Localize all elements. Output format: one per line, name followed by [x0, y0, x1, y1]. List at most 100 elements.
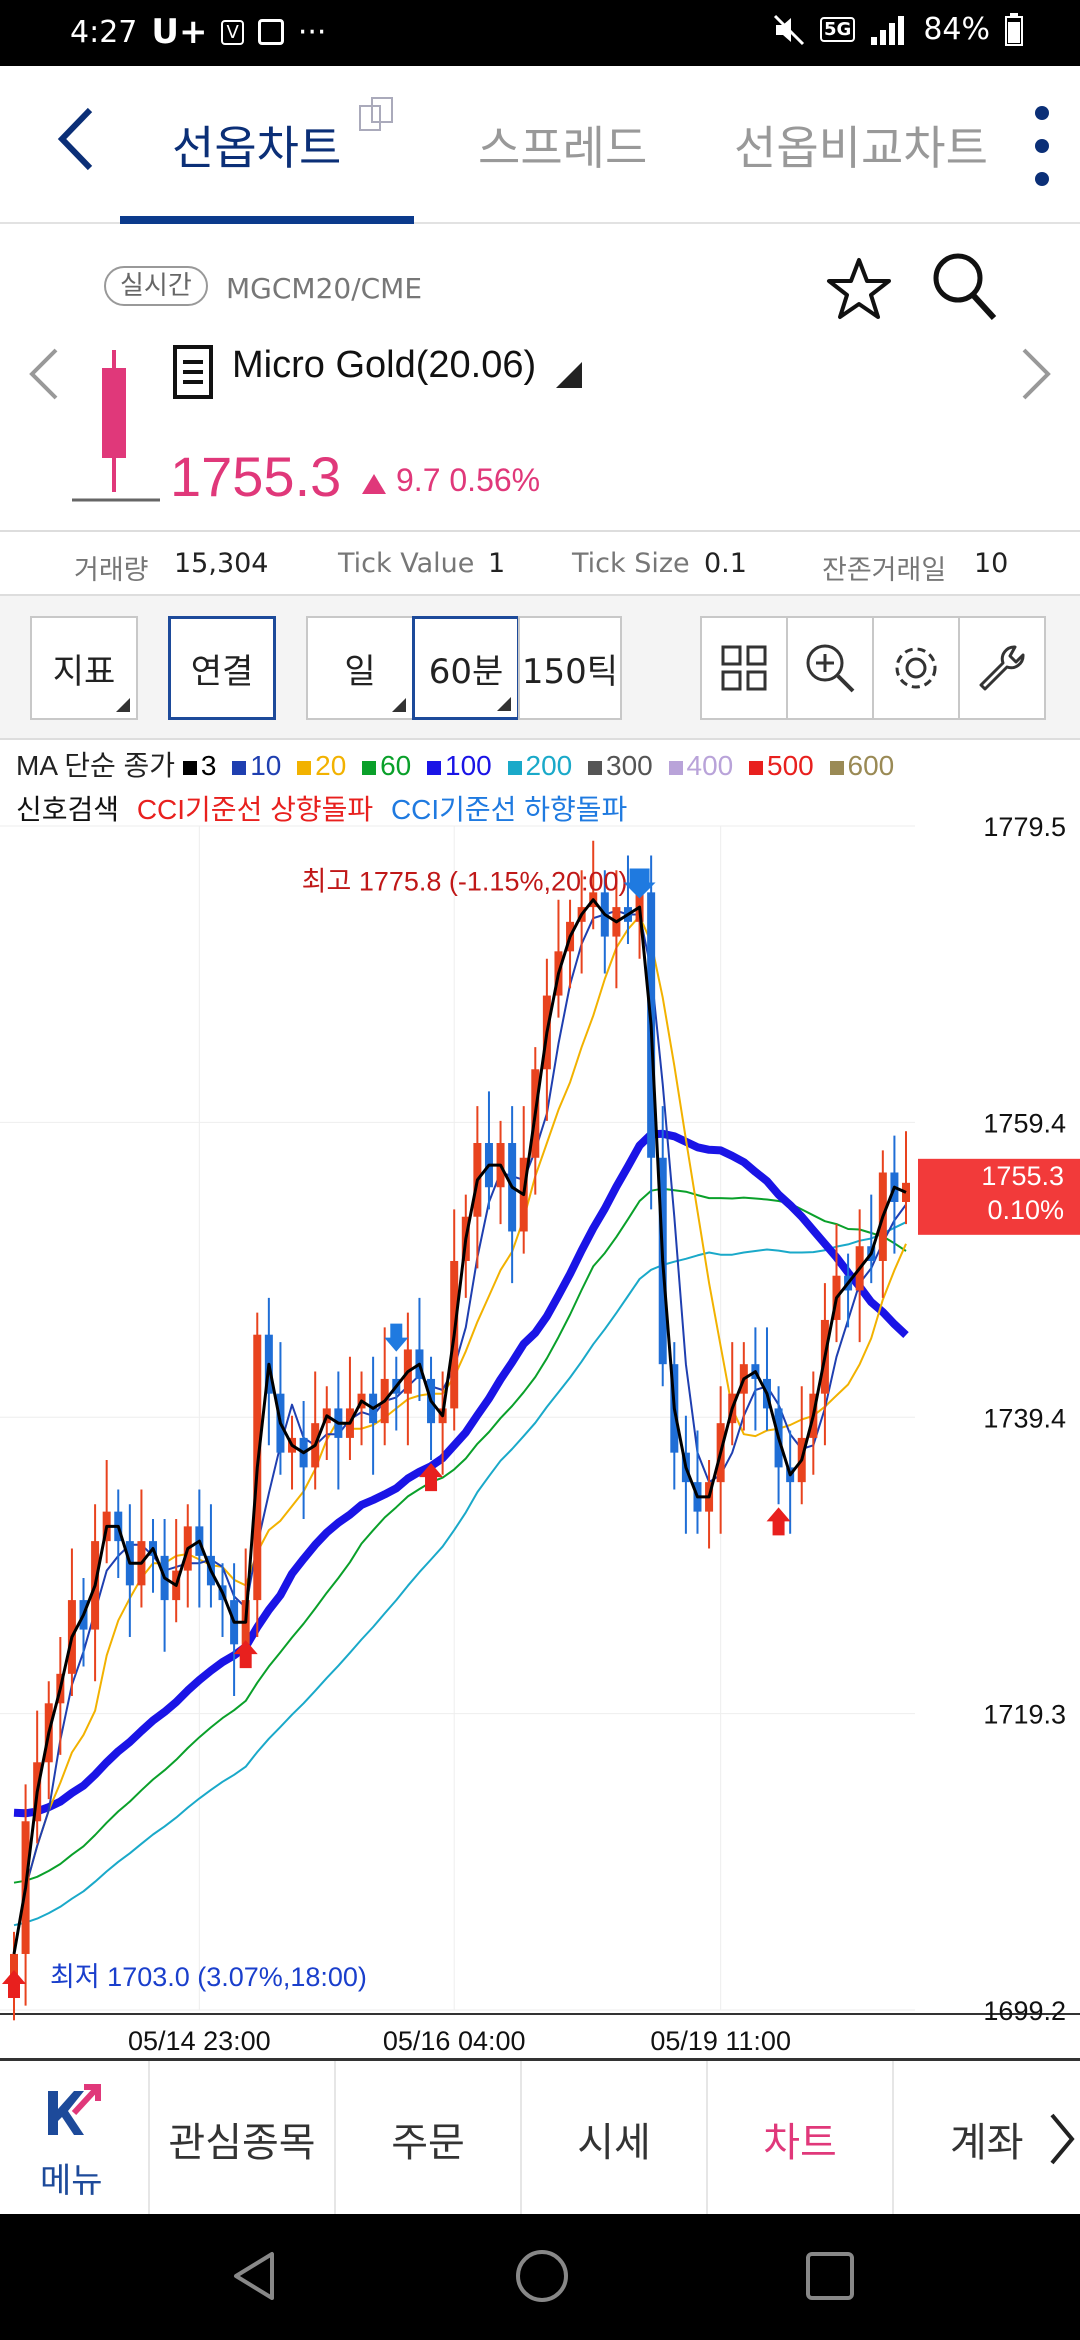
period-60min-button[interactable]: 60분: [412, 616, 520, 720]
ma-60-line: [13, 1187, 907, 1884]
signal-down-label: CCI기준선 하향돌파: [390, 794, 628, 825]
search-icon[interactable]: [930, 250, 998, 322]
ma-100-line: [13, 1129, 909, 1818]
ma-legend-label: 60: [380, 750, 412, 781]
signal-icon: [871, 15, 905, 45]
period-60min-label: 60분: [428, 651, 504, 692]
ma-legend-label: 10: [250, 750, 282, 781]
remaining-days-label: 잔존거래일: [822, 555, 947, 586]
system-home-icon[interactable]: [512, 2246, 572, 2306]
ma-3-line: [12, 898, 907, 1955]
change-percent: 0.56%: [449, 462, 541, 498]
ma-color-swatch: [297, 761, 312, 775]
ma-legend-item: 300: [580, 750, 653, 781]
y-tick-label: 1699.2: [983, 1996, 1066, 2026]
ma-legend-item: 3: [182, 750, 217, 781]
more-options-icon[interactable]: [1032, 106, 1052, 186]
tab-compare-chart[interactable]: 선옵비교차트: [734, 121, 988, 175]
mute-icon: [773, 14, 805, 45]
more-notifications: ···: [297, 14, 327, 50]
ma-color-swatch: [588, 761, 603, 775]
buy-signal-arrow-icon: [2, 1969, 26, 1998]
y-tick-label: 1719.3: [983, 1700, 1066, 1730]
ma-legend-item: 60: [354, 750, 411, 781]
candle-body: [10, 1953, 18, 1984]
ma-color-swatch: [668, 761, 683, 775]
nav-chart[interactable]: 차트: [708, 2061, 894, 2217]
product-name[interactable]: Micro Gold(20.06): [232, 344, 537, 386]
layout-grid-button[interactable]: [700, 616, 788, 720]
ma-legend-label: 500: [767, 750, 814, 781]
volume-value: 15,304: [174, 548, 269, 579]
nav-order[interactable]: 주문: [336, 2061, 522, 2217]
chart-toolbar: 지표 연결 일 60분 150틱: [0, 596, 1080, 740]
ma-legend-item: 200: [500, 750, 572, 781]
gear-icon: [895, 647, 937, 689]
info-row: 거래량 15,304 Tick Value 1 Tick Size 0.1 잔존…: [0, 530, 1080, 596]
zoom-in-icon: [806, 644, 855, 693]
price-chart[interactable]: 1779.5 1759.4 1739.4 1719.3 1699.2 05/14 23:0…: [0, 800, 1080, 2058]
indicator-button[interactable]: 지표: [30, 616, 138, 720]
menu-label: 메뉴: [40, 2161, 103, 2201]
link-button-label: 연결: [190, 651, 254, 692]
tools-button[interactable]: [958, 616, 1046, 720]
settings-button[interactable]: [872, 616, 960, 720]
ma-color-swatch: [362, 761, 377, 775]
product-dropdown-caret-icon[interactable]: [556, 362, 582, 388]
tab-futures-chart[interactable]: 선옵차트: [172, 121, 342, 175]
product-symbol: MGCM20/CME: [226, 272, 423, 305]
nav-watchlist[interactable]: 관심종목: [150, 2061, 336, 2217]
last-price-percent: 0.10%: [987, 1195, 1064, 1225]
ma-legend-item: 600: [822, 750, 894, 781]
ma-color-swatch: [427, 761, 442, 775]
ma-color-swatch: [507, 761, 522, 775]
menu-button[interactable]: 메뉴: [0, 2061, 150, 2217]
candle-body: [902, 1182, 910, 1202]
carrier-label: U+: [151, 12, 208, 52]
signal-up-label: CCI기준선 상향돌파: [136, 794, 374, 825]
last-price-tag: [918, 1158, 1080, 1235]
ma-legend-label: 20: [315, 750, 347, 781]
y-tick-label: 1759.4: [983, 1108, 1066, 1138]
k-logo-icon: [48, 2084, 101, 2135]
x-tick-label: 05/19 11:00: [650, 2026, 791, 2056]
volte-icon: V: [221, 19, 244, 45]
ma-color-swatch: [749, 761, 764, 775]
nav-quotes[interactable]: 시세: [522, 2061, 708, 2217]
next-product-icon[interactable]: [1020, 346, 1054, 402]
nav-account[interactable]: 계좌: [950, 2120, 1024, 2166]
link-button[interactable]: 연결: [168, 616, 276, 720]
bottom-nav: 메뉴 관심종목 주문 시세 차트 계좌: [0, 2058, 1080, 2217]
nav-scroll-right-icon[interactable]: [1046, 2111, 1076, 2167]
ma-color-swatch: [232, 761, 247, 775]
period-150tick-button[interactable]: 150틱: [518, 616, 622, 720]
current-price: 1755.3: [170, 445, 342, 508]
ma-legend-label: 400: [686, 750, 734, 781]
ma-legend-label: 100: [445, 750, 492, 781]
period-day-button[interactable]: 일: [306, 616, 414, 720]
ma-color-swatch: [182, 761, 197, 775]
realtime-badge: 실시간: [104, 266, 208, 306]
ma-legend: MA 단순 종가 3 10 20 60 100 200 300 400 500 …: [16, 744, 902, 784]
status-bar: 4:27 U+ V ··· 5G 84%: [0, 0, 1080, 66]
tab-spread[interactable]: 스프레드: [478, 121, 648, 175]
top-tab-bar: 선옵차트 스프레드 선옵비교차트: [0, 66, 1080, 224]
daily-candle-icon: [72, 350, 160, 502]
ma-legend-label: 3: [200, 750, 217, 781]
wrench-icon: [979, 645, 1025, 691]
popout-window-icon[interactable]: [358, 96, 396, 132]
system-back-icon[interactable]: [228, 2248, 284, 2304]
product-list-icon[interactable]: [172, 344, 214, 400]
favorite-star-icon[interactable]: [826, 256, 892, 322]
previous-product-icon[interactable]: [26, 346, 60, 402]
zoom-in-button[interactable]: [786, 616, 874, 720]
ma-legend-item: 500: [741, 750, 814, 781]
indicator-button-label: 지표: [52, 651, 116, 692]
grid-icon: [721, 645, 767, 691]
tick-size-label: Tick Size: [572, 548, 690, 579]
up-triangle-icon: [362, 474, 386, 494]
system-recents-icon[interactable]: [802, 2248, 858, 2304]
ma-10-line: [13, 909, 907, 1955]
back-arrow-icon[interactable]: [50, 104, 110, 174]
network-type: 5G: [820, 17, 856, 42]
